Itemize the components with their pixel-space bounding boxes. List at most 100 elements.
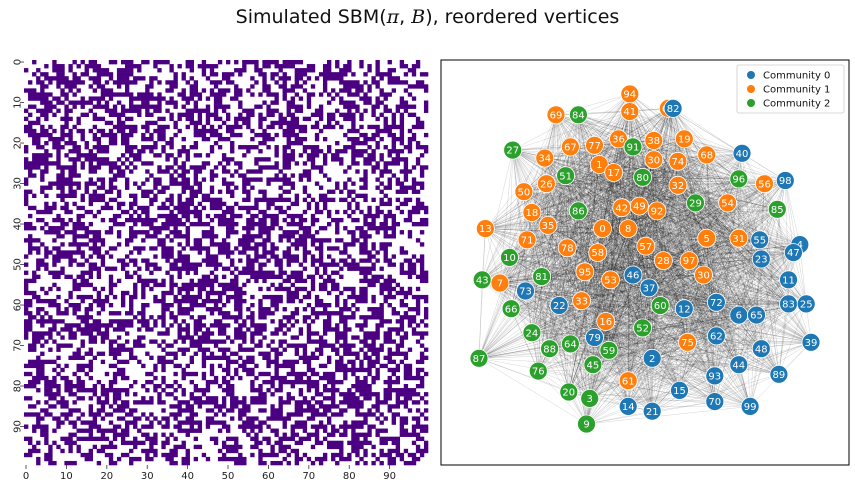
graph-edge (594, 202, 728, 338)
heatmap-cell-run (242, 396, 247, 401)
heatmap-cell-run (270, 298, 283, 304)
graph-edge (642, 238, 707, 329)
heatmap-cell-run (209, 177, 215, 182)
heatmap-cell-run (347, 136, 360, 142)
heatmap-cell-run (367, 209, 372, 215)
graph-edge (656, 210, 789, 280)
heatmap-cell-run (246, 315, 255, 320)
heatmap-cell-run (28, 250, 33, 255)
heatmap-cell-run (379, 286, 396, 292)
graph-edge (485, 159, 654, 229)
heatmap-cell-run (302, 254, 308, 259)
heatmap-cell-run (112, 294, 118, 300)
heatmap-cell-run (258, 226, 275, 231)
heatmap-cell-run (24, 226, 37, 231)
heatmap-cell-run (24, 149, 29, 154)
heatmap-cell-run (327, 246, 340, 251)
heatmap-cell-run (24, 161, 61, 166)
heatmap-cell-run (282, 80, 287, 85)
heatmap-cell-run (213, 96, 223, 101)
heatmap-cell-run (28, 379, 41, 385)
heatmap-cell-run (322, 331, 328, 336)
heatmap-cell-run (137, 92, 154, 97)
heatmap-cell-run (169, 116, 174, 122)
heatmap-cell-run (302, 307, 308, 312)
heatmap-cell-run (310, 258, 324, 263)
heatmap-cell-run (100, 392, 110, 397)
heatmap-cell-run (298, 331, 304, 336)
heatmap-cell-run (52, 64, 65, 69)
heatmap-cell-run (157, 331, 170, 336)
graph-edge (584, 271, 594, 365)
graph-edge (568, 138, 685, 393)
heatmap-cell-run (322, 136, 328, 142)
heatmap-cell-run (407, 213, 413, 219)
heatmap-cell-run (387, 351, 409, 356)
heatmap-cell-run (407, 286, 413, 292)
heatmap-cell-run (28, 242, 33, 247)
heatmap-cell-run (294, 193, 300, 198)
heatmap-cell-run (407, 262, 417, 267)
heatmap-cell-run (133, 270, 138, 275)
heatmap-cell-run (129, 226, 134, 231)
heatmap-cell-run (125, 116, 134, 122)
graph-edge (555, 114, 679, 186)
heatmap-cell-run (24, 335, 29, 340)
heatmap-cell-run (294, 456, 304, 462)
heatmap-cell-run (331, 282, 340, 288)
graph-edge (610, 172, 614, 280)
heatmap-cell-run (185, 448, 190, 454)
graph-edge (512, 150, 533, 213)
heatmap-cell-run (278, 400, 291, 405)
graph-edge (570, 146, 629, 381)
graph-edge (589, 183, 765, 399)
graph-edge (538, 159, 654, 372)
heatmap-cell-run (327, 189, 336, 194)
heatmap-cell-run (88, 201, 93, 207)
graph-edge (499, 154, 707, 284)
graph-edge (527, 153, 743, 240)
heatmap-cell-run (153, 294, 158, 300)
heatmap-cell-run (423, 298, 429, 304)
graph-edge (511, 300, 582, 309)
heatmap-cell-run (270, 242, 275, 247)
graph-node: 77 (585, 135, 604, 155)
graph-edge (482, 279, 789, 305)
heatmap-cell-run (399, 201, 409, 207)
graph-edge (632, 146, 707, 156)
heatmap-cell-run (141, 290, 146, 296)
graph-edge (581, 138, 685, 301)
heatmap-cell-run (165, 141, 174, 146)
heatmap-cell-run (165, 108, 170, 113)
graph-edge (541, 276, 739, 316)
heatmap-cell-run (335, 351, 340, 356)
heatmap-cell-run (157, 189, 166, 194)
heatmap-cell-run (318, 104, 324, 109)
heatmap-cell-run (290, 384, 295, 389)
heatmap-cell-run (359, 124, 364, 130)
heatmap-cell-run (383, 258, 392, 263)
heatmap-cell-run (371, 104, 380, 109)
heatmap-cell-run (230, 149, 235, 154)
graph-edge (570, 146, 678, 186)
graph-edge (531, 212, 707, 239)
graph-edge (559, 210, 579, 306)
heatmap-cell-run (169, 173, 174, 178)
graph-edge (628, 303, 807, 407)
heatmap-cell-run (411, 96, 417, 101)
heatmap-cell-run (56, 363, 61, 369)
heatmap-cell-run (92, 234, 102, 239)
heatmap-cell-run (120, 440, 146, 446)
heatmap-cell-run (36, 116, 41, 122)
graph-edge (485, 225, 549, 229)
heatmap-cell-run (108, 226, 114, 231)
heatmap-cell-run (24, 424, 29, 429)
heatmap-cell-run (88, 197, 106, 203)
graph-edge (628, 228, 751, 407)
heatmap-cell-run (213, 303, 219, 308)
graph-edge (652, 303, 807, 359)
graph-edge (632, 274, 653, 412)
heatmap-cell-run (367, 408, 372, 413)
heatmap-cell-run (403, 363, 413, 369)
heatmap-cell-run (116, 157, 122, 162)
